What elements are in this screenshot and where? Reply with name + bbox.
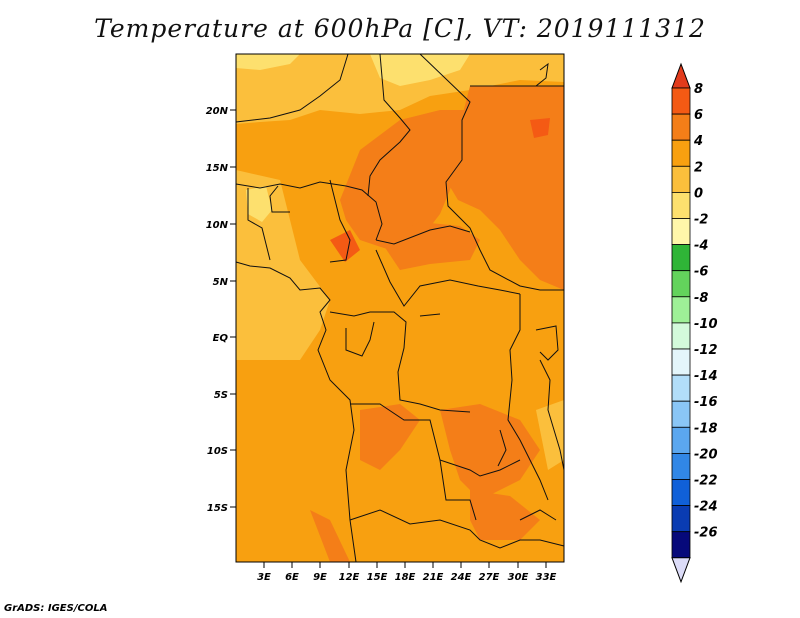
- colorbar-label: -26: [694, 526, 718, 541]
- colorbar-swatch: [671, 505, 691, 533]
- colorbar-label: -4: [694, 239, 708, 254]
- colorbar-swatch: [671, 400, 691, 428]
- colorbar-label: -14: [694, 369, 718, 384]
- colorbar-label: -20: [694, 447, 718, 462]
- lat-tick-label: EQ: [213, 333, 229, 344]
- lon-tick-label: 33E: [536, 572, 557, 583]
- colorbar-swatch: [671, 87, 691, 115]
- lon-tick-label: 27E: [479, 572, 500, 583]
- lon-tick-label: 12E: [339, 572, 360, 583]
- colorbar-swatch: [671, 348, 691, 376]
- colorbar-swatch: [671, 165, 691, 193]
- colorbar-label: 2: [694, 160, 703, 175]
- colorbar-label: -8: [694, 291, 708, 306]
- lat-tick-label: 5S: [214, 390, 228, 401]
- colorbar-label: -6: [694, 265, 708, 280]
- lon-tick-label: 9E: [313, 572, 327, 583]
- colorbar-swatch: [671, 270, 691, 298]
- lat-tick-label: 15S: [207, 503, 228, 514]
- colorbar-swatch: [671, 479, 691, 507]
- lon-tick-label: 18E: [395, 572, 416, 583]
- colorbar-swatch: [671, 113, 691, 141]
- lon-tick-label: 3E: [257, 572, 271, 583]
- colorbar-swatch: [671, 374, 691, 402]
- colorbar-swatch: [671, 139, 691, 167]
- colorbar-swatch: [671, 218, 691, 246]
- colorbar-top-arrow: [671, 62, 691, 89]
- colorbar-legend: 8 6 4 2 0 -2 -4 -6 -8 -10 -12 -14 -16 -18 -20 -22 -24 -26: [671, 62, 718, 584]
- longitude-axis: 3E 6E 9E 12E 15E 18E 21E 24E 27E 30E 33E: [257, 562, 557, 583]
- colorbar-label: -22: [694, 474, 718, 489]
- colorbar-swatch: [671, 296, 691, 324]
- lon-tick-label: 6E: [285, 572, 299, 583]
- latitude-axis: 20N 15N 10N 5N EQ 5S 10S 15S: [206, 106, 236, 514]
- lat-tick-label: 10S: [207, 446, 228, 457]
- map-plot-area: [235, 53, 565, 563]
- lon-tick-label: 15E: [367, 572, 388, 583]
- lat-tick-label: 5N: [213, 277, 229, 288]
- map-title: Temperature at 600hPa [C], VT: 201911131…: [94, 14, 706, 43]
- colorbar-swatch: [671, 452, 691, 480]
- lat-tick-label: 20N: [206, 106, 229, 117]
- lat-tick-label: 10N: [206, 220, 229, 231]
- lon-tick-label: 21E: [423, 572, 444, 583]
- colorbar-label: 4: [693, 134, 703, 149]
- colorbar-label: -18: [694, 421, 718, 436]
- colorbar-label: 0: [694, 186, 703, 201]
- lat-tick-label: 15N: [206, 163, 229, 174]
- country-borders: [235, 53, 565, 563]
- colorbar-swatch: [671, 531, 691, 559]
- colorbar-label: -10: [694, 317, 718, 332]
- colorbar-label: -2: [694, 213, 708, 228]
- colorbar-swatch: [671, 322, 691, 350]
- colorbar-label: 6: [694, 108, 703, 123]
- colorbar-label: 8: [694, 82, 703, 97]
- colorbar-swatch: [671, 191, 691, 219]
- colorbar-label: -24: [694, 500, 718, 515]
- colorbar-label: -16: [694, 395, 718, 410]
- lon-tick-label: 30E: [508, 572, 529, 583]
- grads-credit: GrADS: IGES/COLA: [4, 603, 108, 614]
- lon-tick-label: 24E: [451, 572, 472, 583]
- colorbar-label: -12: [694, 343, 718, 358]
- colorbar-swatch: [671, 426, 691, 454]
- colorbar-bottom-arrow: [671, 557, 691, 584]
- colorbar-swatch: [671, 244, 691, 272]
